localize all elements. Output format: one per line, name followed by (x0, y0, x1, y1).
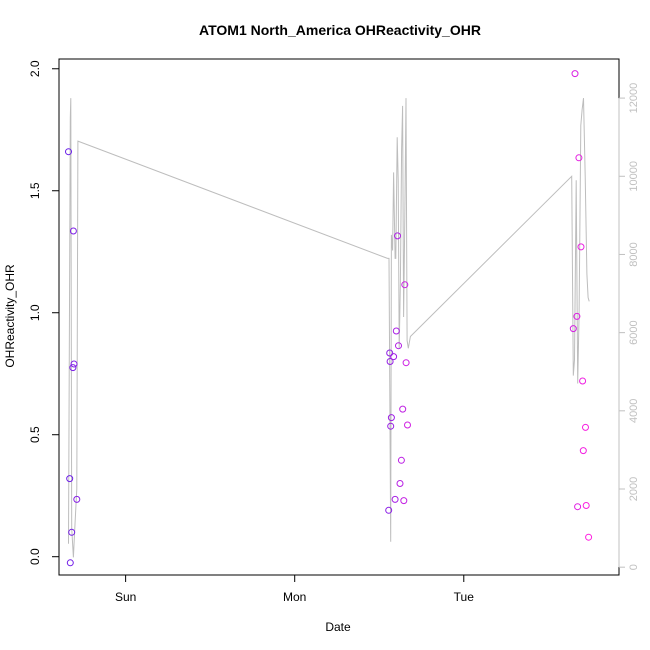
y-tick-label: 2.0 (28, 60, 42, 77)
y2-tick-label: 0 (628, 564, 640, 570)
data-point (386, 349, 394, 357)
data-point (400, 497, 408, 505)
data-point (579, 447, 587, 455)
data-point (392, 327, 400, 335)
data-point (404, 421, 411, 429)
data-point (68, 528, 76, 536)
y2-tick-label: 12000 (628, 83, 640, 114)
y-axis: 0.0 0.5 1.0 1.5 2.0 (28, 60, 60, 565)
data-point (391, 495, 399, 503)
data-point (65, 148, 72, 156)
data-point (69, 227, 77, 235)
data-point (395, 342, 402, 350)
y2-tick-label: 8000 (628, 242, 640, 266)
secondary-y-axis: 0 2000 4000 6000 8000 10000 12000 (618, 83, 640, 570)
data-point (575, 154, 583, 162)
data-point (390, 353, 398, 361)
plot-frame (58, 58, 620, 576)
x-tick-label: Tue (454, 590, 475, 604)
data-point (402, 359, 410, 367)
x-axis-label: Date (325, 620, 351, 634)
data-point (387, 414, 395, 422)
data-point (569, 325, 577, 333)
data-point (399, 405, 407, 413)
y-tick-label: 0.0 (28, 548, 42, 565)
data-point (582, 502, 590, 509)
y2-tick-label: 6000 (628, 320, 640, 344)
data-point (397, 456, 405, 464)
x-tick-label: Mon (283, 590, 306, 604)
data-point (585, 533, 593, 541)
data-point (66, 559, 74, 567)
data-point (573, 312, 581, 320)
y-tick-label: 0.5 (28, 426, 42, 443)
data-point (66, 475, 74, 483)
data-point (73, 495, 81, 503)
data-point (574, 503, 582, 511)
data-point (386, 358, 394, 365)
x-tick-label: Sun (115, 590, 136, 604)
data-point (582, 423, 589, 431)
data-point (577, 243, 585, 251)
y2-tick-label: 4000 (628, 399, 640, 423)
data-point (394, 232, 401, 240)
y2-tick-label: 10000 (628, 161, 640, 192)
data-point (396, 480, 404, 487)
y-axis-label: OHReactivity_OHR (3, 264, 17, 368)
data-point (70, 360, 78, 368)
secondary-series-line (68, 98, 590, 558)
data-point (571, 70, 579, 78)
secondary-series-layer (68, 98, 590, 558)
data-point (69, 364, 77, 372)
y-tick-label: 1.0 (28, 304, 42, 321)
chart-title: ATOM1 North_America OHReactivity_OHR (199, 22, 481, 38)
data-point (401, 281, 409, 289)
data-point (579, 377, 587, 385)
y2-tick-label: 2000 (628, 477, 640, 501)
points-layer (65, 70, 593, 567)
x-axis: Sun Mon Tue (115, 574, 475, 604)
data-point (387, 422, 395, 430)
y-tick-label: 1.5 (28, 182, 42, 199)
data-point (385, 506, 393, 514)
